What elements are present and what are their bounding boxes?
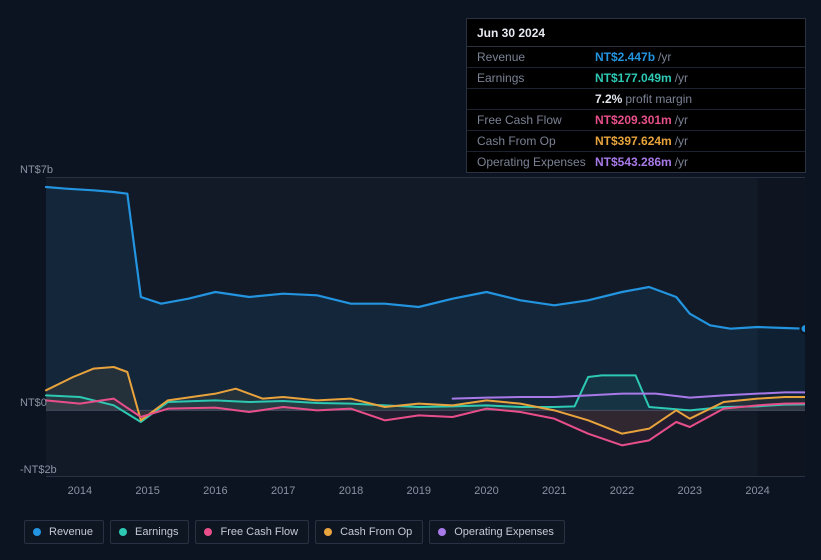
tooltip-unit: /yr xyxy=(658,50,671,64)
legend-swatch xyxy=(438,528,446,536)
legend-swatch xyxy=(324,528,332,536)
y-axis-label: NT$0 xyxy=(20,397,47,409)
tooltip-margin-text: profit margin xyxy=(625,92,692,106)
chart-svg xyxy=(16,177,805,477)
x-axis-label: 2017 xyxy=(271,485,295,497)
tooltip-value: NT$397.624m xyxy=(595,134,672,148)
chart-tooltip: Jun 30 2024 Revenue NT$2.447b /yr Earnin… xyxy=(466,18,806,173)
tooltip-margin-value: 7.2% xyxy=(595,92,622,106)
tooltip-row-revenue: Revenue NT$2.447b /yr xyxy=(467,47,805,68)
tooltip-unit: /yr xyxy=(675,134,688,148)
tooltip-label xyxy=(477,92,595,106)
x-axis-label: 2019 xyxy=(406,485,430,497)
y-axis-label: NT$7b xyxy=(20,164,53,176)
legend-swatch xyxy=(204,528,212,536)
tooltip-label: Earnings xyxy=(477,71,595,85)
x-axis-label: 2021 xyxy=(542,485,566,497)
chart-area[interactable]: NT$7b NT$0 -NT$2b xyxy=(16,160,805,475)
legend-label: Operating Expenses xyxy=(454,526,554,538)
x-axis-label: 2014 xyxy=(68,485,92,497)
legend-swatch xyxy=(119,528,127,536)
x-axis-label: 2023 xyxy=(678,485,702,497)
tooltip-row-margin: 7.2% profit margin xyxy=(467,89,805,110)
tooltip-value: NT$177.049m xyxy=(595,71,672,85)
legend-label: Earnings xyxy=(135,526,178,538)
legend-label: Free Cash Flow xyxy=(220,526,298,538)
tooltip-rows: Revenue NT$2.447b /yr Earnings NT$177.04… xyxy=(467,47,805,172)
legend-item-revenue[interactable]: Revenue xyxy=(24,520,104,544)
tooltip-row-cfo: Cash From Op NT$397.624m /yr xyxy=(467,131,805,152)
tooltip-label: Cash From Op xyxy=(477,134,595,148)
chart-legend: Revenue Earnings Free Cash Flow Cash From O… xyxy=(24,520,565,544)
legend-item-cfo[interactable]: Cash From Op xyxy=(315,520,423,544)
tooltip-date: Jun 30 2024 xyxy=(467,19,805,47)
legend-item-opex[interactable]: Operating Expenses xyxy=(429,520,565,544)
x-axis-label: 2020 xyxy=(474,485,498,497)
tooltip-value: NT$209.301m xyxy=(595,113,672,127)
chart-container: Jun 30 2024 Revenue NT$2.447b /yr Earnin… xyxy=(0,0,821,560)
tooltip-label: Free Cash Flow xyxy=(477,113,595,127)
legend-label: Cash From Op xyxy=(340,526,412,538)
tooltip-unit: /yr xyxy=(675,113,688,127)
x-axis-label: 2024 xyxy=(745,485,769,497)
tooltip-row-earnings: Earnings NT$177.049m /yr xyxy=(467,68,805,89)
legend-label: Revenue xyxy=(49,526,93,538)
legend-item-fcf[interactable]: Free Cash Flow xyxy=(195,520,309,544)
x-axis-label: 2015 xyxy=(135,485,159,497)
x-axis-label: 2018 xyxy=(339,485,363,497)
x-axis: 2014 2015 2016 2017 2018 2019 2020 2021 2022 2023… xyxy=(16,485,805,501)
x-axis-label: 2022 xyxy=(610,485,634,497)
y-axis-label: -NT$2b xyxy=(20,464,57,476)
legend-item-earnings[interactable]: Earnings xyxy=(110,520,189,544)
tooltip-unit: /yr xyxy=(675,71,688,85)
tooltip-value: NT$2.447b xyxy=(595,50,655,64)
chart-plot xyxy=(16,177,805,477)
legend-swatch xyxy=(33,528,41,536)
x-axis-label: 2016 xyxy=(203,485,227,497)
tooltip-label: Revenue xyxy=(477,50,595,64)
tooltip-row-fcf: Free Cash Flow NT$209.301m /yr xyxy=(467,110,805,131)
